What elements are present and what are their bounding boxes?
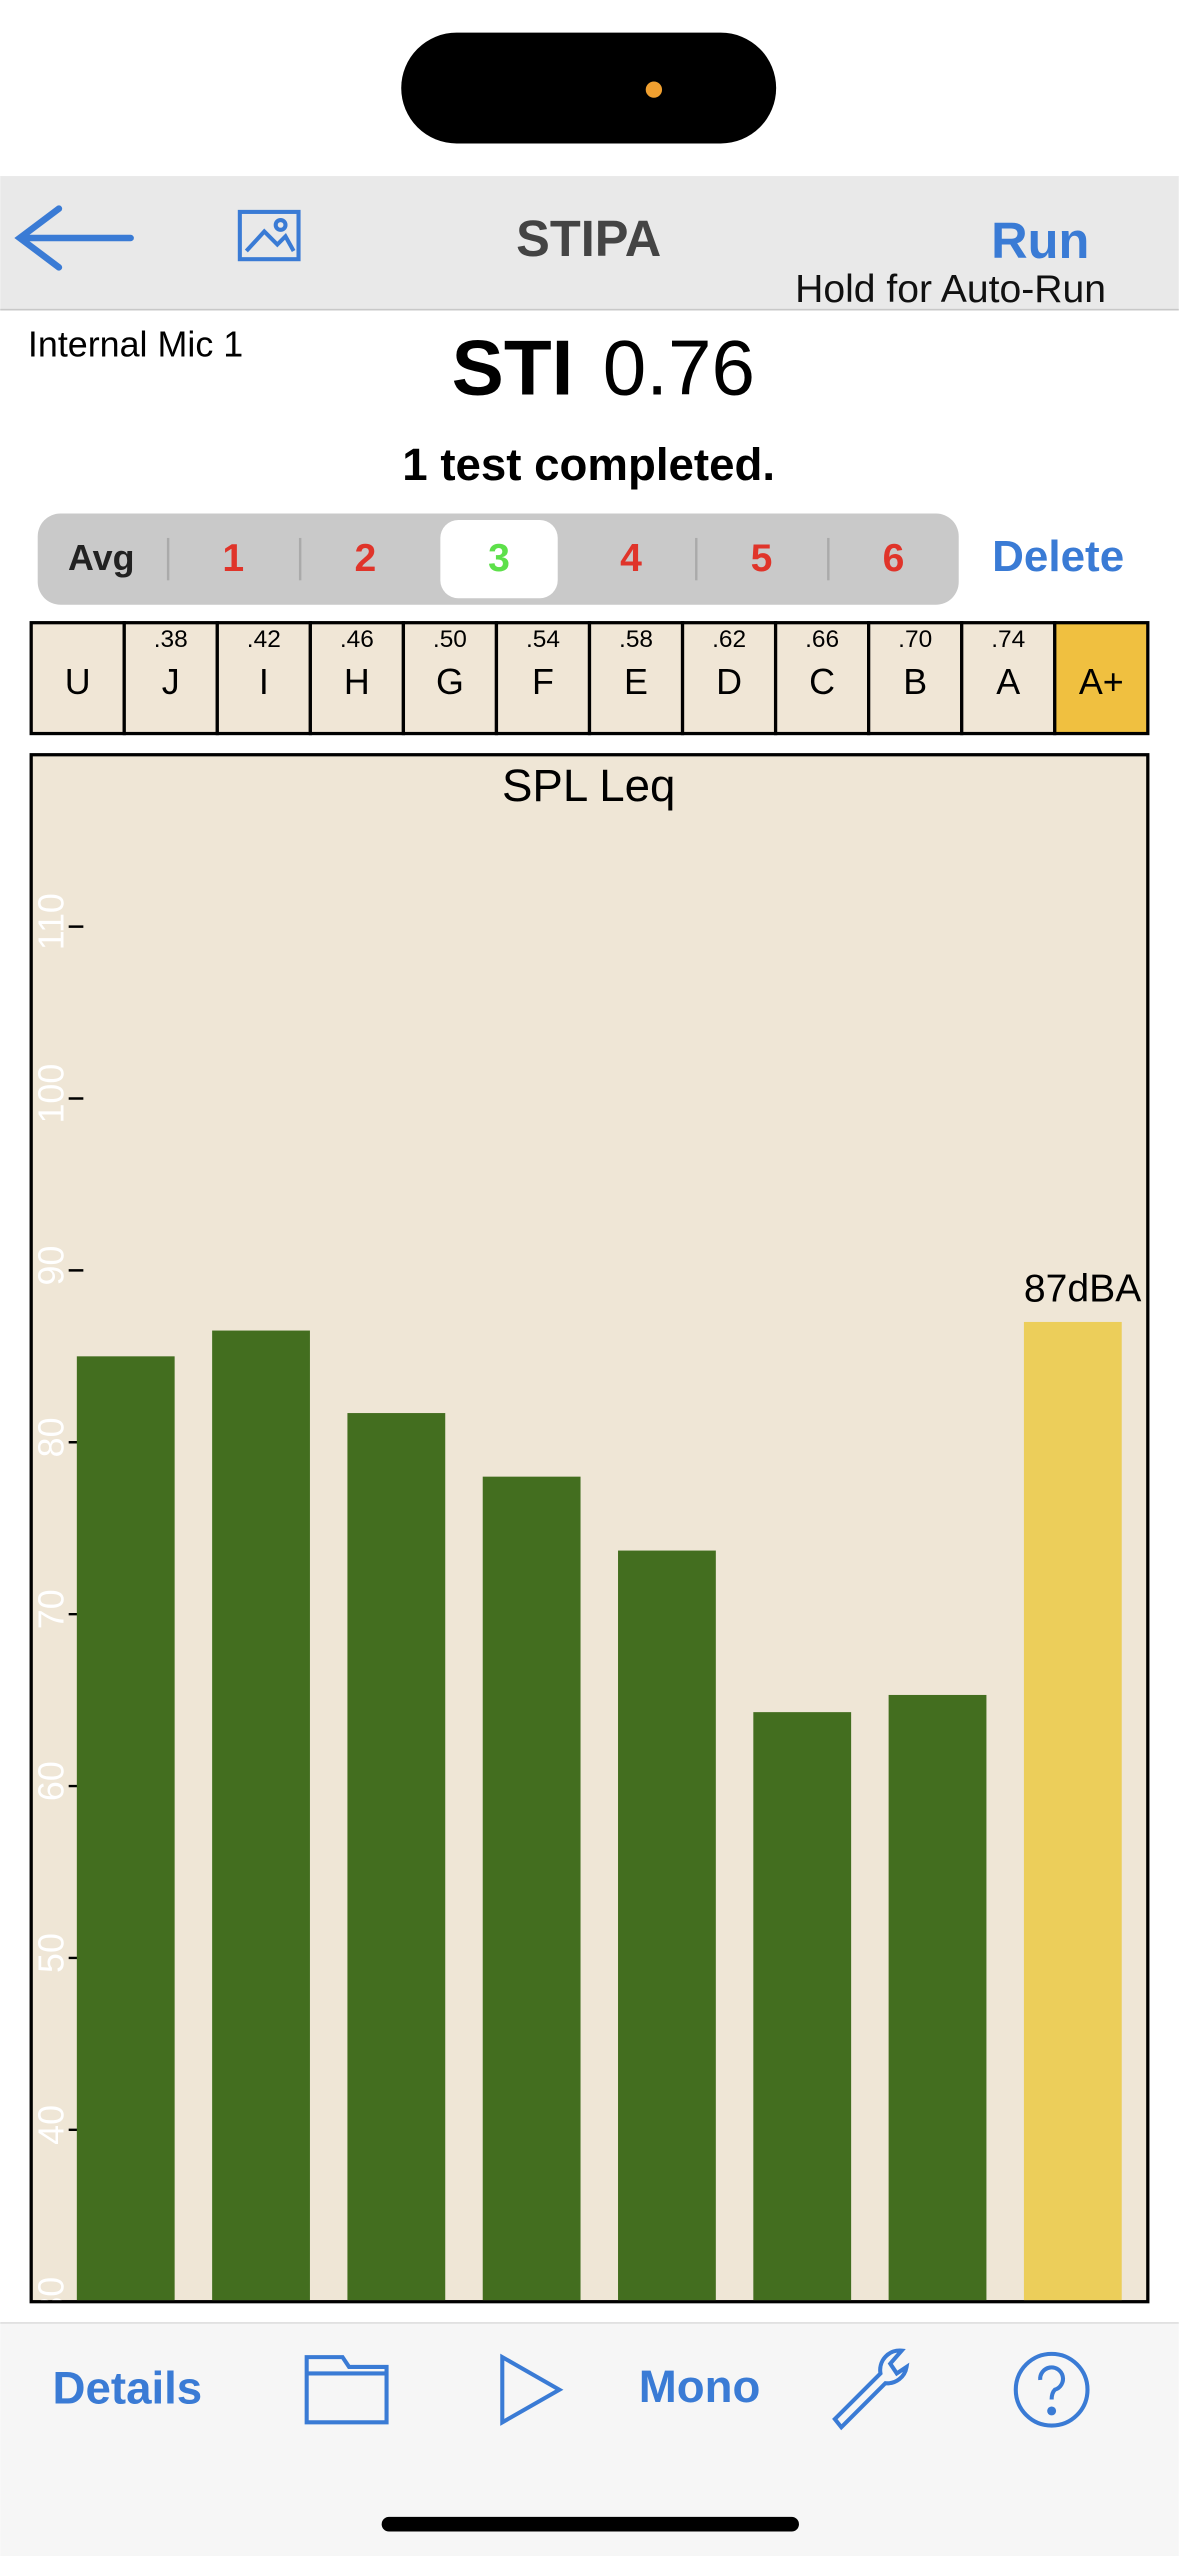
scale-value: .38 — [154, 626, 188, 653]
scale-letter: U — [65, 662, 91, 702]
sti-value: 0.76 — [603, 323, 755, 411]
back-button[interactable] — [14, 205, 134, 271]
mono-button[interactable]: Mono — [639, 2361, 761, 2412]
scale-letter: F — [532, 662, 554, 702]
bar — [76, 1356, 175, 2301]
sti-display: STI 0.76 — [452, 323, 755, 411]
y-tick-label: 40 — [31, 2105, 71, 2145]
chart-title: SPL Leq — [502, 760, 675, 811]
scale-letter: A — [996, 662, 1020, 702]
y-tick-label: 50 — [31, 1933, 71, 1973]
sti-label: STI — [452, 323, 574, 411]
scale-letter: B — [903, 662, 927, 702]
bar — [482, 1476, 581, 2301]
scale-letter: C — [809, 662, 835, 702]
scale-letter: J — [162, 662, 180, 702]
scale-value: .54 — [526, 626, 560, 653]
nav-title: STIPA — [516, 210, 661, 267]
value-label: 87dBA — [1024, 1267, 1142, 1310]
scale-value: .58 — [619, 626, 653, 653]
scale-value: .70 — [898, 626, 932, 653]
hold-label: Hold for Auto-Run — [795, 268, 1106, 311]
y-tick-label: 30 — [31, 2277, 71, 2317]
bar — [347, 1413, 446, 2301]
scale-value: .66 — [805, 626, 839, 653]
bar — [1023, 1321, 1122, 2301]
bar — [888, 1694, 987, 2301]
segment[interactable]: 3 — [488, 537, 510, 580]
segment-selected — [440, 520, 558, 599]
details-button[interactable]: Details — [53, 2362, 203, 2413]
scale-value: .62 — [712, 626, 746, 653]
folder-button[interactable] — [304, 2355, 389, 2425]
scale-cell — [1053, 621, 1150, 736]
run-button[interactable]: Run — [991, 212, 1089, 269]
y-tick-label: 90 — [31, 1246, 71, 1286]
camera-dot — [645, 81, 663, 98]
scale-value: .42 — [247, 626, 281, 653]
scale-cell — [867, 621, 964, 736]
home-indicator — [381, 2516, 799, 2532]
scale-letter: H — [344, 662, 370, 702]
scale-cell — [215, 621, 312, 736]
segment[interactable]: 5 — [751, 537, 773, 580]
settings-button[interactable] — [832, 2348, 910, 2431]
segment[interactable]: 6 — [883, 537, 905, 580]
scale-letter: I — [259, 662, 269, 702]
y-tick-label: 60 — [31, 1761, 71, 1801]
nav-bar — [0, 176, 1179, 310]
y-tick-label: 110 — [31, 893, 71, 950]
scale-value: .74 — [991, 626, 1025, 653]
help-button[interactable] — [1013, 2351, 1090, 2428]
scale-value: .46 — [340, 626, 374, 653]
y-tick-label: 80 — [31, 1417, 71, 1457]
scale-letter: E — [624, 662, 648, 702]
delete-button[interactable]: Delete — [992, 532, 1124, 581]
bar — [618, 1550, 716, 2301]
y-tick-label: 100 — [31, 1064, 71, 1124]
segment[interactable]: 4 — [620, 537, 642, 580]
dynamic-island — [401, 32, 777, 144]
scale-letter: G — [436, 662, 464, 702]
status: 1 test completed. — [402, 439, 775, 490]
bar — [212, 1330, 310, 2301]
scale-cell — [960, 621, 1057, 736]
segment[interactable]: 2 — [354, 537, 376, 580]
bar — [753, 1712, 852, 2301]
scale-cell — [122, 621, 219, 736]
scale-cell — [680, 621, 778, 736]
segment[interactable]: 1 — [222, 537, 244, 580]
scale-letter: A+ — [1079, 662, 1124, 702]
scale-cell — [494, 621, 592, 736]
y-tick-label: 70 — [31, 1589, 71, 1629]
scale-value: .50 — [433, 626, 467, 653]
image-button[interactable] — [237, 209, 301, 262]
scale-cell — [29, 621, 126, 736]
scale-letter: D — [716, 662, 742, 702]
segment[interactable]: Avg — [68, 538, 134, 578]
mic-label: Internal Mic 1 — [28, 325, 243, 365]
play-button[interactable] — [500, 2353, 564, 2426]
